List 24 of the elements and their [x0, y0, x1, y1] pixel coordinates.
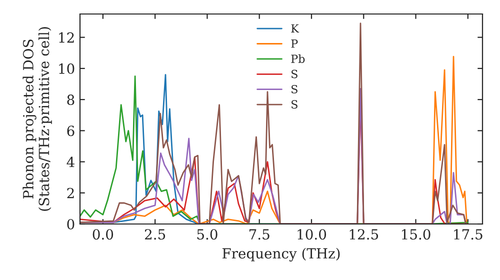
- x-tick-label: 10.0: [298, 229, 326, 240]
- legend-label: S: [292, 70, 298, 78]
- x-tick-label: 0.0: [92, 229, 114, 240]
- x-tick-label: 15.0: [402, 229, 430, 240]
- y-tick-label: 2: [67, 188, 74, 198]
- legend-label: K: [291, 24, 300, 32]
- line-series: [80, 22, 467, 224]
- y-tick-label: 6: [67, 126, 74, 136]
- x-tick-label: 12.5: [350, 229, 378, 240]
- y-axis-title: Phonon projected DOS (States/THz·primitive cell): [22, 27, 52, 211]
- x-tick-label: 5.0: [197, 229, 218, 240]
- y-tick-label: 8: [67, 94, 74, 106]
- y-tick-label: 10: [59, 63, 74, 74]
- x-tick-label: 7.5: [249, 229, 270, 240]
- legend-label: Pb: [291, 54, 305, 63]
- legend-label: P: [291, 40, 298, 48]
- legend-label: S: [292, 84, 298, 94]
- x-tick-label: 17.5: [454, 229, 482, 240]
- legend-label: S: [292, 100, 298, 109]
- y-tick-label: 4: [66, 156, 74, 168]
- y-tick-label: 12: [59, 32, 74, 43]
- x-axis-title: Frequency (THz): [222, 248, 340, 262]
- x-tick-label: 2.5: [144, 229, 166, 240]
- y-tick-label: 0: [67, 218, 74, 230]
